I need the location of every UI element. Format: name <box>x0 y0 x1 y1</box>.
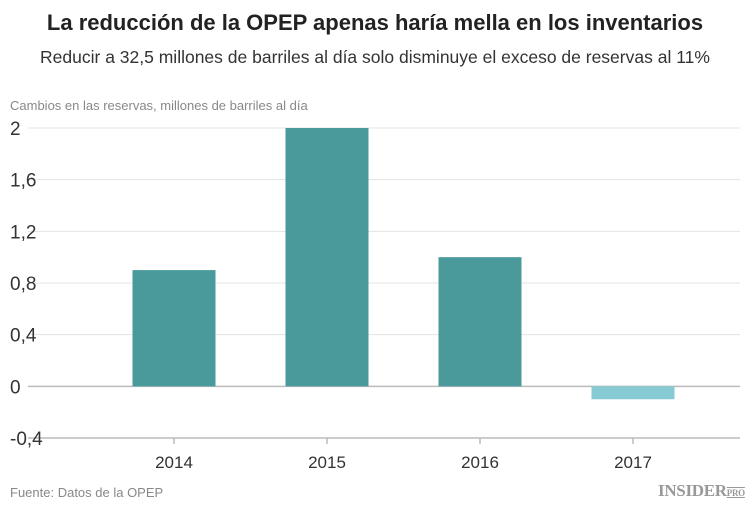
y-tick-label: -0,4 <box>10 429 43 450</box>
logo-sup: PRO <box>726 488 745 498</box>
insider-pro-logo: INSIDERPRO <box>658 481 745 501</box>
x-tick-label: 2015 <box>308 453 346 472</box>
x-tick-label: 2017 <box>614 453 652 472</box>
y-tick-label: 0,8 <box>10 274 36 295</box>
bar-2016 <box>438 257 522 387</box>
x-tick-label: 2014 <box>155 453 193 472</box>
bar-2017 <box>591 386 675 400</box>
chart-title: La reducción de la OPEP apenas haría mel… <box>46 10 704 35</box>
x-tick-label: 2016 <box>461 453 499 472</box>
logo-text: INSIDER <box>658 481 727 500</box>
y-tick-label: 2 <box>10 119 21 140</box>
y-axis-label: Cambios en las reservas, millones de bar… <box>10 98 308 113</box>
bar-2015 <box>285 128 369 387</box>
y-tick-label: 0,4 <box>10 326 37 347</box>
chart-subtitle: Reducir a 32,5 millones de barriles al d… <box>40 47 710 67</box>
bar-2014 <box>132 270 216 387</box>
source-note: Fuente: Datos de la OPEP <box>10 485 164 500</box>
y-tick-label: 0 <box>10 377 21 398</box>
y-tick-label: 1,6 <box>10 171 36 192</box>
y-tick-label: 1,2 <box>10 222 36 243</box>
